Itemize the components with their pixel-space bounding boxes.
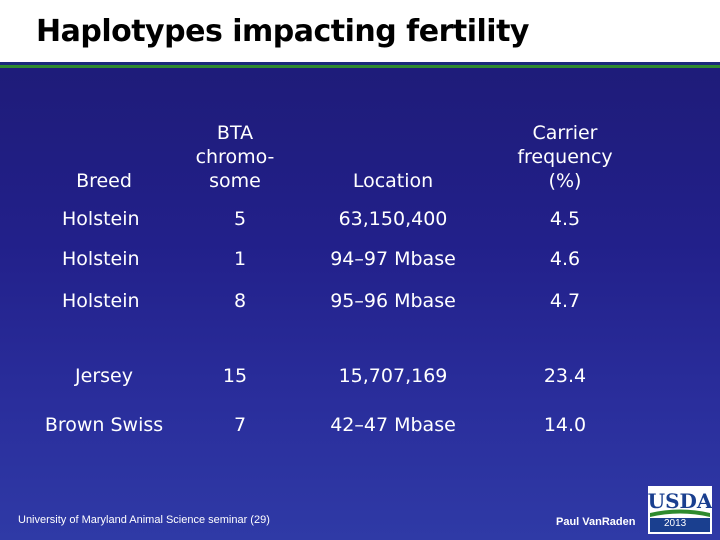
slide-header: Haplotypes impacting fertility — [0, 0, 720, 64]
footer-seminar: University of Maryland Animal Science se… — [18, 514, 270, 526]
cell-chromosome: 1 — [233, 248, 247, 270]
header-frequency-line1: Carrier — [532, 122, 598, 144]
cell-breed: Holstein — [62, 208, 140, 230]
cell-location: 15,707,169 — [338, 365, 448, 387]
footer-author: Paul VanRaden — [556, 516, 636, 528]
cell-chromosome: 5 — [233, 208, 247, 230]
cell-location: 94–97 Mbase — [330, 248, 456, 270]
cell-chromosome: 15 — [222, 365, 248, 387]
slide-title: Haplotypes impacting fertility — [36, 14, 529, 49]
header-location: Location — [352, 170, 434, 192]
cell-frequency: 23.4 — [543, 365, 587, 387]
usda-logo-icon: USDA — [648, 486, 713, 534]
cell-location: 42–47 Mbase — [330, 414, 456, 436]
header-chromosome-line3: some — [209, 170, 261, 192]
header-rule-green — [0, 65, 720, 68]
cell-breed: Holstein — [62, 290, 140, 312]
cell-location: 95–96 Mbase — [330, 290, 456, 312]
cell-chromosome: 7 — [233, 414, 247, 436]
usda-logo-text: USDA — [648, 489, 712, 513]
cell-frequency: 14.0 — [543, 414, 587, 436]
header-frequency-line3: (%) — [548, 170, 582, 192]
header-breed: Breed — [76, 170, 132, 192]
header-chromosome-line1: BTA — [216, 122, 254, 144]
cell-location: 63,150,400 — [338, 208, 448, 230]
cell-breed: Brown Swiss — [44, 414, 164, 436]
cell-breed: Jersey — [75, 365, 133, 387]
header-chromosome-line2: chromo- — [195, 146, 275, 168]
cell-frequency: 4.6 — [549, 248, 581, 270]
cell-breed: Holstein — [62, 248, 140, 270]
cell-chromosome: 8 — [233, 290, 247, 312]
header-rule-blue — [0, 62, 720, 65]
header-frequency-line2: frequency — [517, 146, 613, 168]
footer-year: 2013 — [664, 518, 687, 529]
cell-frequency: 4.5 — [549, 208, 581, 230]
cell-frequency: 4.7 — [549, 290, 581, 312]
